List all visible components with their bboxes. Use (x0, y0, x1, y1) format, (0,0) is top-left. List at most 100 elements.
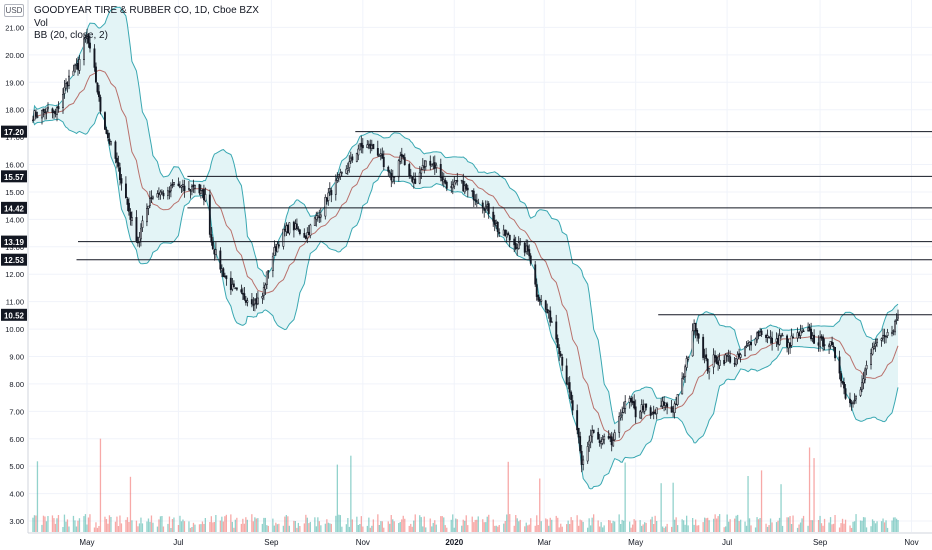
candle-body (108, 138, 111, 144)
volume-bar (576, 515, 578, 532)
candle-body (691, 330, 694, 357)
volume-bar (54, 523, 57, 532)
candle-body (72, 70, 75, 76)
candle-body (693, 323, 696, 331)
candle-body (223, 275, 226, 278)
volume-bar (393, 521, 395, 532)
volume-bar (473, 522, 475, 532)
volume-bar (608, 520, 610, 532)
candle-body (823, 344, 826, 346)
volume-bar (766, 526, 769, 532)
candle-body (277, 244, 280, 247)
candle-body (736, 353, 739, 360)
volume-bar (593, 514, 595, 532)
candle-body (661, 400, 664, 407)
candle-body (492, 211, 495, 222)
volume-bar (162, 526, 165, 532)
volume-bar (68, 526, 70, 532)
price-level-badge (1, 201, 27, 214)
candle-body (158, 193, 160, 195)
candle-body (372, 143, 375, 150)
candle-body (273, 247, 276, 256)
volume-bar (588, 518, 590, 532)
candle-body (850, 402, 853, 405)
volume-bar (33, 515, 36, 532)
candle-body (570, 392, 573, 400)
volume-bar (180, 521, 183, 532)
volume-bar (278, 523, 280, 532)
candle-body (496, 222, 499, 233)
volume-bar (453, 527, 455, 532)
candle-body (702, 336, 705, 358)
volume-bar (485, 522, 487, 532)
candle-body (465, 184, 468, 190)
volume-bar (513, 525, 515, 532)
candle-body (229, 277, 232, 291)
volume-bar (674, 519, 676, 532)
currency-badge[interactable]: USD (4, 4, 24, 17)
candle-body (96, 82, 99, 93)
candle-body (568, 382, 571, 393)
volume-bar (285, 515, 287, 532)
candle-body (298, 229, 301, 235)
volume-bar (621, 519, 623, 532)
candle-body (423, 166, 426, 168)
volume-bar (404, 518, 406, 532)
volume-bar (644, 522, 646, 532)
candle-body (706, 358, 709, 371)
candle-body (654, 411, 657, 414)
candle-body (631, 400, 634, 404)
candle-body (391, 176, 394, 182)
candle-body (865, 364, 868, 370)
candle-body (832, 345, 835, 348)
y-tick-label: 19.00 (5, 78, 24, 87)
candle-body (408, 164, 411, 176)
candle-body (694, 322, 697, 332)
volume-bar (89, 514, 91, 532)
volume-bar (57, 515, 60, 532)
volume-bar (654, 515, 656, 532)
candle-body (639, 411, 642, 419)
volume-bar (135, 520, 138, 532)
volume-bar (368, 517, 370, 532)
volume-bar (471, 516, 473, 532)
candle-body (177, 183, 180, 186)
candle-body (63, 87, 66, 94)
candle-body (859, 389, 862, 396)
candle-body (378, 155, 381, 157)
volume-bar (150, 515, 153, 532)
volume-bar (138, 523, 141, 532)
candle-body (399, 155, 402, 162)
candle-body (664, 402, 667, 406)
candle-body (450, 186, 453, 188)
y-tick-label: 14.00 (5, 215, 24, 224)
candle-body (267, 270, 270, 272)
volume-bar (801, 518, 803, 532)
candle-body (75, 64, 78, 66)
candle-body (786, 335, 789, 348)
volume-bar (51, 515, 54, 532)
volume-bar (567, 520, 569, 532)
legend-symbol[interactable]: GOODYEAR TIRE & RUBBER CO, 1D, Cboe BZX (34, 5, 259, 16)
legend-indicator[interactable]: BB (20, close, 2) (34, 30, 108, 41)
volume-bar (702, 522, 704, 532)
volume-bar (823, 518, 826, 532)
candle-body (55, 107, 58, 115)
candle-body (46, 106, 49, 110)
volume-bar (47, 516, 49, 532)
price-level-badge-label: 14.42 (4, 204, 25, 213)
candle-body (472, 190, 475, 201)
legend-volume[interactable]: Vol (34, 17, 48, 29)
candle-body (733, 362, 736, 365)
volume-bar (707, 517, 709, 532)
volume-bar (293, 520, 295, 532)
volume-bar (534, 525, 536, 532)
volume-bar (849, 525, 851, 532)
price-level-badge (1, 308, 27, 321)
volume-bar (440, 516, 442, 532)
candle-body (528, 249, 531, 257)
volume-bar (771, 522, 773, 532)
volume-bar (787, 517, 790, 532)
volume-bar (324, 523, 326, 532)
